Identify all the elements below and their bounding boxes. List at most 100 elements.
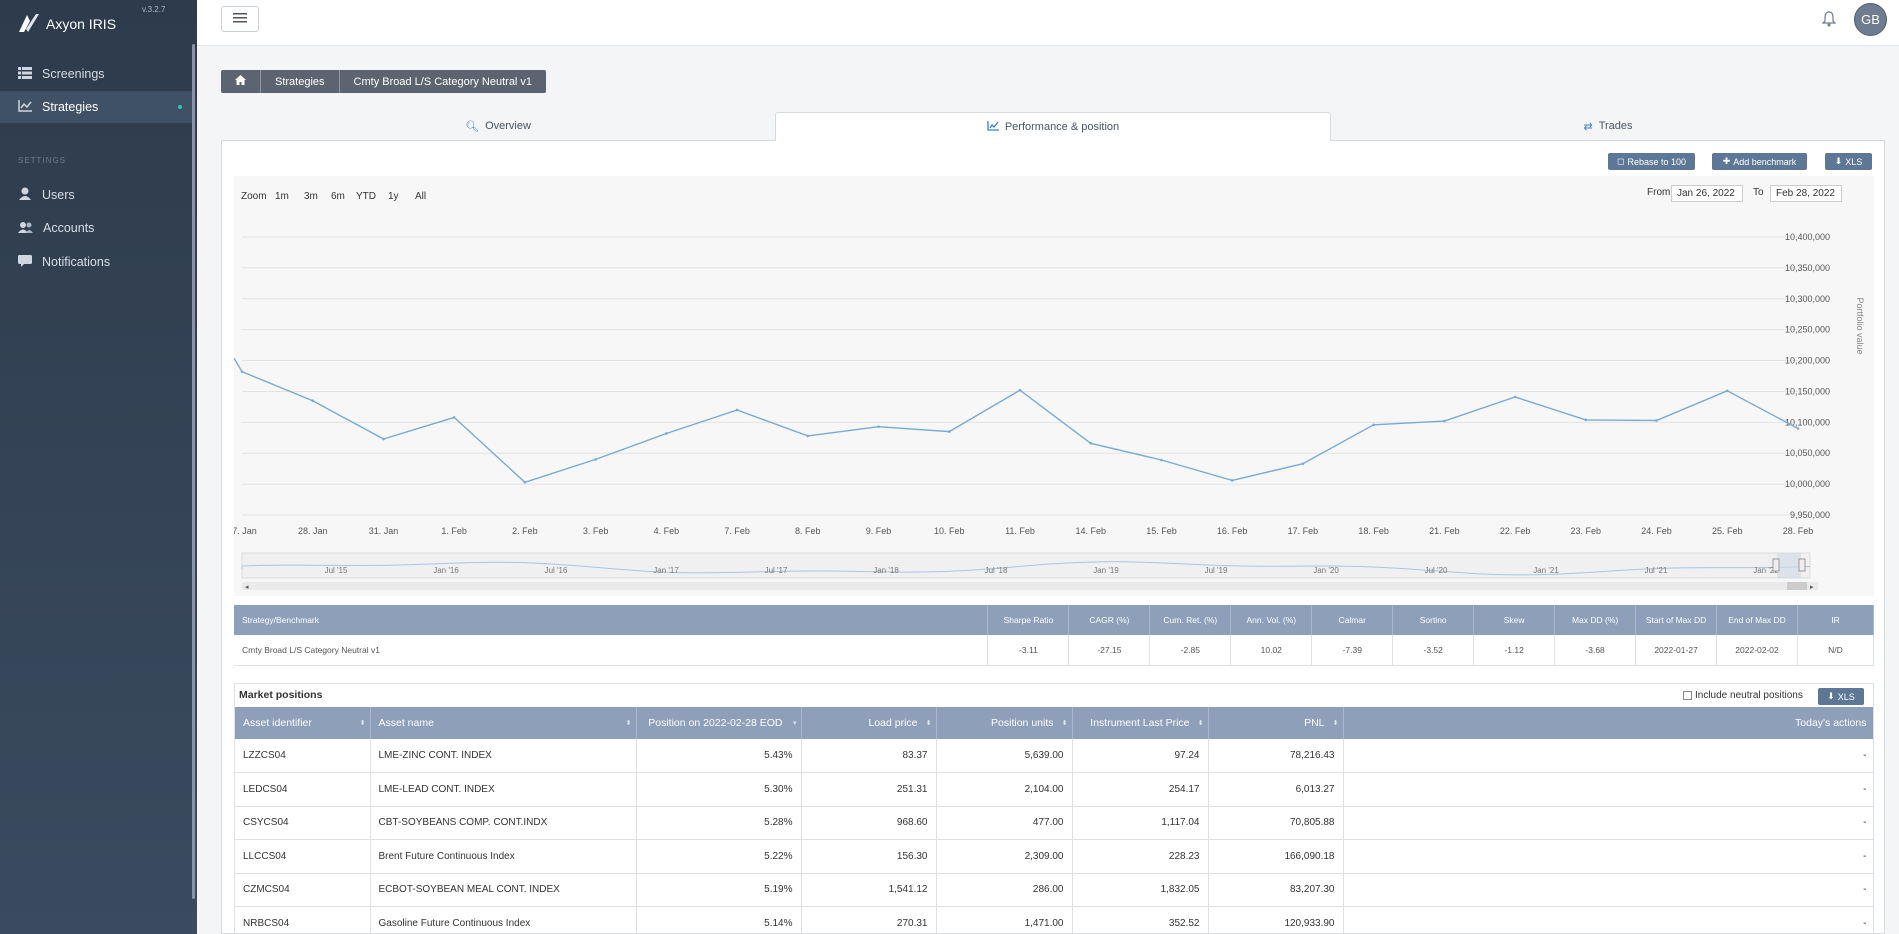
add-benchmark-button[interactable]: ✚ Add benchmark: [1712, 153, 1807, 170]
table-cell: LME-LEAD CONT. INDEX: [370, 772, 637, 807]
positions-header-cell[interactable]: Asset identifier ⬍: [235, 707, 371, 739]
data-point[interactable]: [806, 434, 810, 438]
data-point[interactable]: [947, 430, 951, 433]
table-row[interactable]: CZMCS04 ECBOT-SOYBEAN MEAL CONT. INDEX 5.1…: [235, 873, 1873, 907]
sort-icon[interactable]: ⬍: [925, 720, 932, 727]
stats-header-cell[interactable]: Strategy/Benchmark: [234, 605, 989, 635]
positions-header-cell[interactable]: PNL ⬍: [1208, 707, 1344, 739]
to-date-input[interactable]: Feb 28, 2022: [1770, 185, 1842, 202]
data-point[interactable]: [452, 416, 456, 419]
stats-header-cell[interactable]: Sharpe Ratio: [987, 605, 1070, 635]
data-point[interactable]: [594, 458, 597, 461]
zoom-1m[interactable]: 1m: [275, 191, 289, 202]
stats-header-cell[interactable]: Ann. Vol. (%): [1230, 605, 1313, 635]
stats-header-cell[interactable]: CAGR (%): [1068, 605, 1151, 635]
stats-header-cell[interactable]: End of Max DD: [1716, 605, 1798, 635]
sidebar-item-label: Accounts: [43, 221, 95, 235]
navigator-handle-left[interactable]: [1772, 558, 1780, 572]
data-point[interactable]: [1018, 388, 1022, 392]
stats-header-cell[interactable]: Cum. Ret. (%): [1149, 605, 1232, 635]
zoom-all[interactable]: All: [415, 191, 427, 202]
table-cell: CSYCS04: [235, 806, 371, 840]
sort-icon[interactable]: ⬍: [625, 720, 632, 727]
navigator-handle-right[interactable]: [1798, 558, 1806, 572]
data-point[interactable]: [1513, 395, 1517, 399]
stats-header-cell[interactable]: Calmar: [1311, 605, 1394, 635]
navigator-scrollbar[interactable]: [242, 582, 1818, 590]
from-date-input[interactable]: Jan 26, 2022: [1671, 185, 1743, 202]
bell-icon[interactable]: [1821, 11, 1837, 30]
data-point[interactable]: [382, 437, 385, 441]
stats-header-cell[interactable]: Sortino: [1392, 605, 1475, 635]
zoom-6m[interactable]: 6m: [331, 191, 345, 202]
sidebar-scrollbar[interactable]: [192, 44, 195, 899]
data-point[interactable]: [1089, 442, 1093, 445]
sort-icon[interactable]: ⬍: [1197, 720, 1204, 727]
tab-trades[interactable]: ⇄ Trades: [1331, 112, 1885, 141]
zoom-ytd[interactable]: YTD: [356, 191, 376, 202]
positions-header-cell[interactable]: Position units ⬍: [936, 707, 1073, 739]
rebase-button[interactable]: ◻ Rebase to 100: [1608, 153, 1695, 170]
sort-icon[interactable]: ⬍: [359, 720, 366, 727]
data-point[interactable]: [665, 432, 668, 435]
sidebar-item-screenings[interactable]: Screenings: [0, 58, 192, 90]
sort-icon[interactable]: ⬍: [1061, 720, 1068, 727]
menu-toggle-button[interactable]: [221, 6, 259, 32]
navigator-selection[interactable]: [1777, 553, 1801, 578]
data-point[interactable]: [1160, 458, 1163, 462]
include-neutral-checkbox[interactable]: Include neutral positions: [1683, 690, 1803, 701]
stats-header-cell[interactable]: Skew: [1473, 605, 1556, 635]
avatar[interactable]: GB: [1854, 3, 1887, 36]
sidebar-item-accounts[interactable]: Accounts: [0, 212, 192, 244]
data-point[interactable]: [240, 370, 244, 373]
y-tick-label: 10,100,000: [1785, 417, 1830, 427]
sidebar-item-strategies[interactable]: Strategies: [0, 91, 192, 123]
navigator-label: Jul '15: [325, 566, 348, 575]
table-row[interactable]: LZZCS04 LME-ZINC CONT. INDEX 5.43% 83.37 5,6…: [235, 739, 1873, 773]
positions-header-cell[interactable]: Position on 2022-02-28 EOD ▾: [636, 707, 802, 739]
scroll-right-icon[interactable]: ▸: [1810, 584, 1814, 591]
stats-header-cell[interactable]: Max DD (%): [1554, 605, 1637, 635]
sort-icon[interactable]: ⬍: [1332, 720, 1339, 727]
tab-performance[interactable]: Performance & position: [775, 112, 1331, 141]
positions-xls-button[interactable]: ⬇ XLS: [1818, 688, 1864, 705]
brand[interactable]: Axyon IRIS: [18, 8, 116, 40]
data-point[interactable]: [523, 480, 527, 484]
positions-header-cell[interactable]: Instrument Last Price ⬍: [1072, 707, 1209, 739]
tab-overview[interactable]: 🔍︎ Overview: [221, 112, 775, 141]
data-point[interactable]: [1725, 389, 1729, 393]
data-point[interactable]: [1301, 462, 1305, 466]
stats-header-cell[interactable]: Start of Max DD: [1635, 605, 1718, 635]
performance-chart[interactable]: 10,400,000 10,350,000 10,300,000 10,250,000…: [234, 176, 1874, 596]
data-point[interactable]: [1443, 419, 1446, 423]
zoom-1y[interactable]: 1y: [388, 191, 399, 202]
data-point[interactable]: [311, 399, 315, 403]
export-xls-button[interactable]: ⬇ XLS: [1825, 153, 1872, 170]
sidebar-item-notifications[interactable]: Notifications: [0, 246, 192, 278]
data-point[interactable]: [1230, 479, 1234, 482]
data-point[interactable]: [735, 408, 739, 412]
sidebar-item-users[interactable]: Users: [0, 179, 192, 211]
breadcrumb-strategies[interactable]: Strategies: [261, 70, 340, 93]
table-row[interactable]: CSYCS04 CBT-SOYBEANS COMP. CONT.INDX 5.28%…: [235, 806, 1873, 840]
sort-icon[interactable]: ▾: [792, 720, 797, 727]
data-point[interactable]: [1372, 423, 1375, 427]
positions-header-cell[interactable]: Load price ⬍: [801, 707, 937, 739]
table-cell: 254.17: [1072, 772, 1209, 807]
stats-header-cell[interactable]: IR: [1797, 605, 1875, 635]
data-point[interactable]: [877, 425, 880, 428]
table-row[interactable]: LLCCS04 Brent Future Continuous Index 5.22…: [235, 839, 1873, 874]
checkbox[interactable]: [1683, 691, 1692, 700]
table-row[interactable]: NRBCS04 Gasoline Future Continuous Index 5…: [235, 906, 1873, 933]
navigator-label: Jan '17: [653, 566, 679, 575]
positions-header-cell[interactable]: Asset name ⬍: [370, 707, 637, 739]
breadcrumb-home[interactable]: [221, 70, 261, 93]
data-point[interactable]: [1584, 418, 1588, 422]
scroll-left-icon[interactable]: ◂: [245, 584, 249, 591]
table-row[interactable]: LEDCS04 LME-LEAD CONT. INDEX 5.30% 251.31 2,…: [235, 772, 1873, 807]
navigator-scroll-thumb[interactable]: [1787, 582, 1807, 590]
data-point[interactable]: [1655, 419, 1658, 422]
positions-header-cell[interactable]: Today's actions: [1343, 707, 1873, 739]
zoom-3m[interactable]: 3m: [304, 191, 318, 202]
data-point[interactable]: [1796, 427, 1800, 430]
